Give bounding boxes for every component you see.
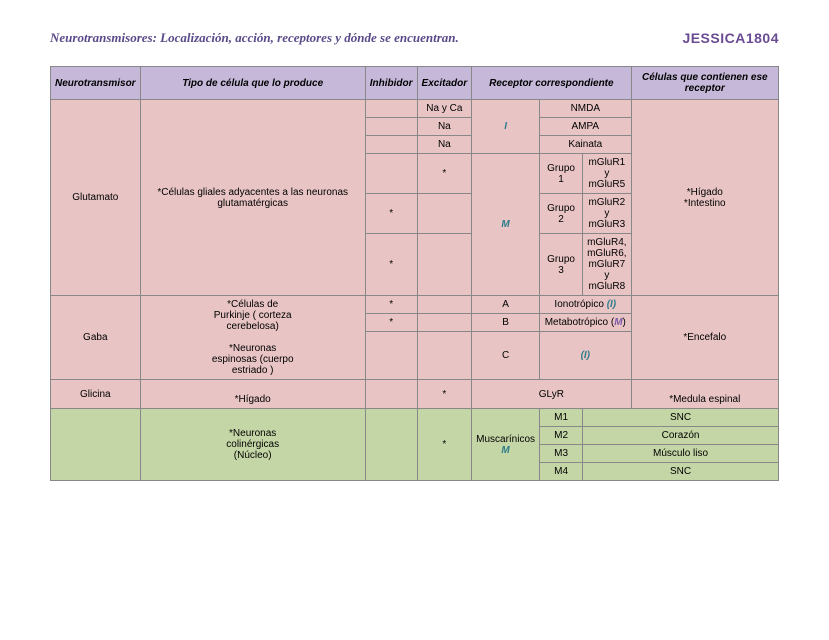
cell-excitador	[417, 194, 472, 234]
cell-receptor: mGluR4,mGluR6,mGluR7ymGluR8	[583, 234, 631, 296]
cell-loc: SNC	[583, 409, 779, 427]
cell-receptor: GLyR	[472, 380, 631, 409]
cell-i-marker: I	[472, 100, 540, 154]
cell-excitador	[417, 332, 472, 380]
cell-c: C	[472, 332, 540, 380]
cell-grupo: Grupo 2	[540, 194, 583, 234]
cell-inhibidor	[365, 136, 417, 154]
cell-m2: M2	[540, 427, 583, 445]
cell-neurotransmisor	[51, 409, 141, 481]
cell-loc: *Encefalo	[631, 296, 778, 380]
cell-loc: Corazón	[583, 427, 779, 445]
col-celulas-receptor: Células que contienen ese receptor	[631, 67, 778, 100]
cell-excitador: *	[417, 154, 472, 194]
cell-tipo: *Hígado	[140, 380, 365, 409]
cell-loc: Músculo liso	[583, 445, 779, 463]
cell-grupo: Grupo 1	[540, 154, 583, 194]
cell-receptor: (I)	[540, 332, 632, 380]
table-row: Glicina *Hígado * GLyR *Medula espinal	[51, 380, 779, 409]
cell-inhibidor: *	[365, 234, 417, 296]
cell-loc: *Hígado*Intestino	[631, 100, 778, 296]
neurotransmitters-table: Neurotransmisor Tipo de célula que lo pr…	[50, 66, 779, 481]
cell-excitador	[417, 296, 472, 314]
cell-neurotransmisor: Gaba	[51, 296, 141, 380]
cell-inhibidor	[365, 380, 417, 409]
cell-receptor: Ionotrópico (I)	[540, 296, 632, 314]
cell-neurotransmisor: Glutamato	[51, 100, 141, 296]
cell-tipo: *Células dePurkinje ( cortezacerebelosa)…	[140, 296, 365, 380]
cell-receptor: mGluR1ymGluR5	[583, 154, 631, 194]
cell-excitador	[417, 234, 472, 296]
cell-a: A	[472, 296, 540, 314]
cell-receptor: NMDA	[540, 100, 632, 118]
cell-receptor-type: MuscarínicosM	[472, 409, 540, 481]
col-tipo-celula: Tipo de célula que lo produce	[140, 67, 365, 100]
table-row: Glutamato *Células gliales adyacentes a …	[51, 100, 779, 118]
cell-loc: *Medula espinal	[631, 380, 778, 409]
cell-receptor: Kainata	[540, 136, 632, 154]
cell-excitador: Na	[417, 118, 472, 136]
cell-inhibidor	[365, 118, 417, 136]
cell-m-marker: M	[472, 154, 540, 296]
cell-inhibidor	[365, 409, 417, 481]
cell-inhibidor: *	[365, 314, 417, 332]
page-title: Neurotransmisores: Localización, acción,…	[50, 30, 459, 46]
col-neurotransmisor: Neurotransmisor	[51, 67, 141, 100]
cell-neurotransmisor: Glicina	[51, 380, 141, 409]
page-header: Neurotransmisores: Localización, acción,…	[50, 30, 779, 46]
col-inhibidor: Inhibidor	[365, 67, 417, 100]
cell-inhibidor: *	[365, 194, 417, 234]
cell-excitador: *	[417, 380, 472, 409]
cell-b: B	[472, 314, 540, 332]
cell-m3: M3	[540, 445, 583, 463]
cell-receptor: AMPA	[540, 118, 632, 136]
col-receptor: Receptor correspondiente	[472, 67, 631, 100]
col-excitador: Excitador	[417, 67, 472, 100]
cell-grupo: Grupo 3	[540, 234, 583, 296]
cell-receptor: mGluR2ymGluR3	[583, 194, 631, 234]
author-name: JESSICA1804	[682, 30, 779, 46]
cell-receptor: Metabotrópico (M)	[540, 314, 632, 332]
cell-inhibidor	[365, 332, 417, 380]
cell-tipo: *Células gliales adyacentes a las neuron…	[140, 100, 365, 296]
table-row: *Neuronascolinérgicas(Núcleo) * Muscarín…	[51, 409, 779, 427]
cell-excitador: Na	[417, 136, 472, 154]
cell-inhibidor	[365, 154, 417, 194]
cell-excitador: Na y Ca	[417, 100, 472, 118]
cell-tipo: *Neuronascolinérgicas(Núcleo)	[140, 409, 365, 481]
cell-loc: SNC	[583, 463, 779, 481]
cell-m1: M1	[540, 409, 583, 427]
cell-inhibidor: *	[365, 296, 417, 314]
cell-excitador: *	[417, 409, 472, 481]
cell-inhibidor	[365, 100, 417, 118]
cell-m4: M4	[540, 463, 583, 481]
cell-excitador	[417, 314, 472, 332]
header-row: Neurotransmisor Tipo de célula que lo pr…	[51, 67, 779, 100]
table-row: Gaba *Células dePurkinje ( cortezacerebe…	[51, 296, 779, 314]
